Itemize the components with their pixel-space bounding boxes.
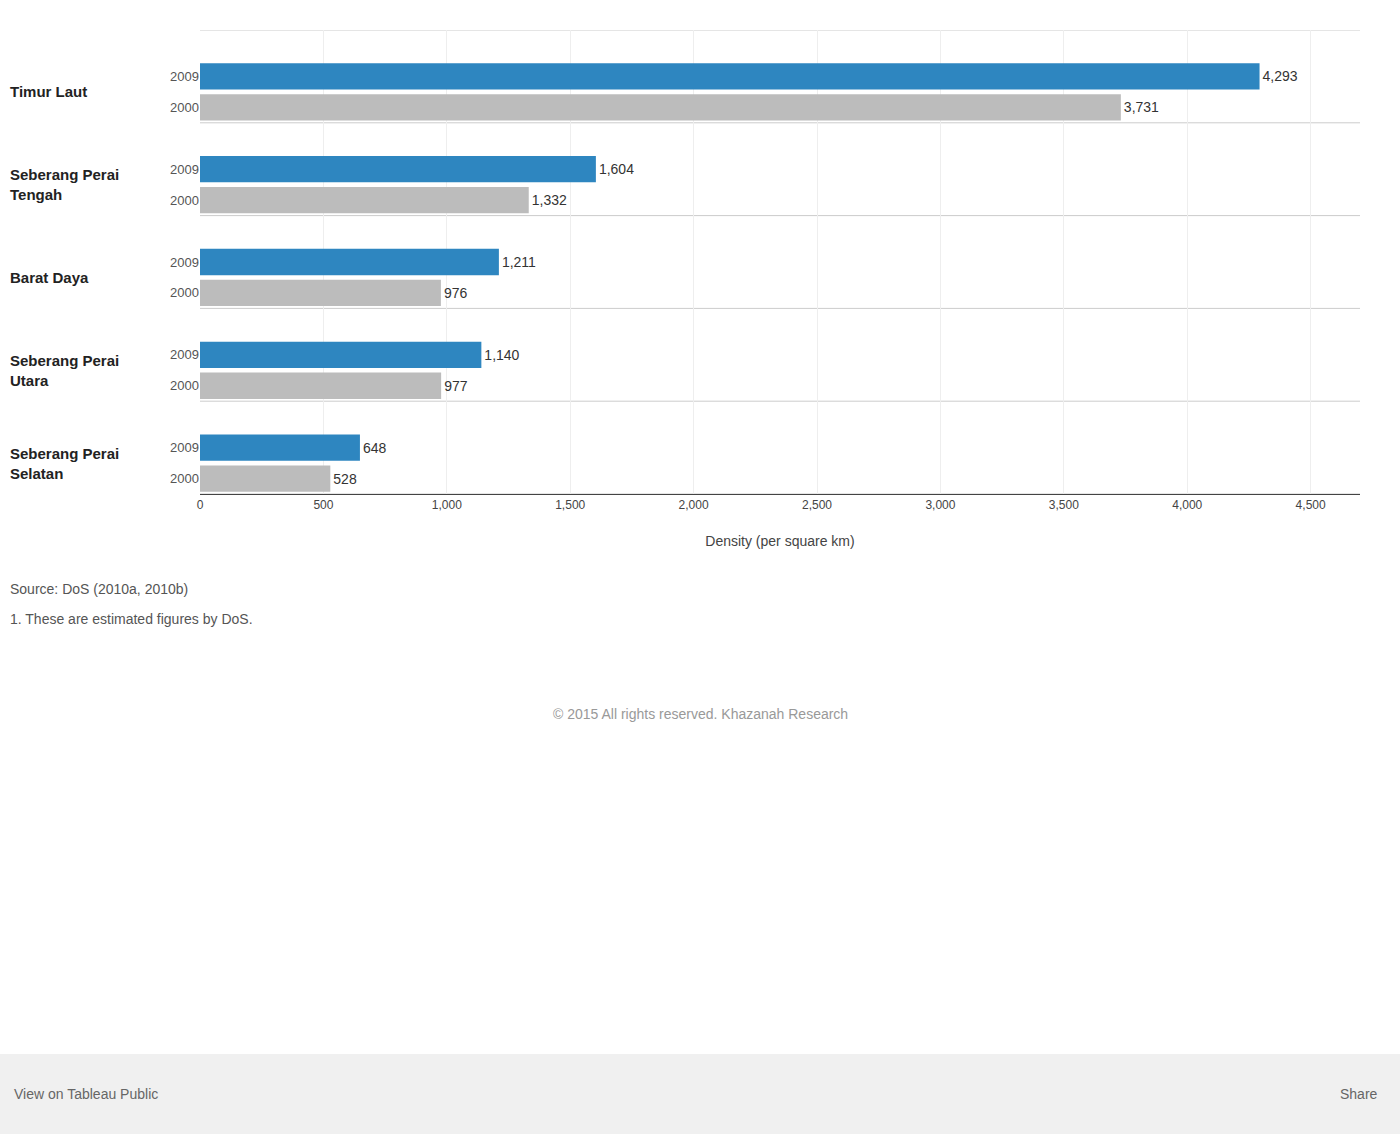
svg-text:1,000: 1,000 <box>432 498 462 512</box>
svg-text:1. These are estimated figures: 1. These are estimated figures by DoS. <box>10 611 253 627</box>
svg-text:4,500: 4,500 <box>1296 498 1326 512</box>
svg-text:Seberang PeraiUtara: Seberang PeraiUtara <box>10 352 119 389</box>
svg-text:Density (per square km): Density (per square km) <box>705 533 854 549</box>
svg-text:4,000: 4,000 <box>1172 498 1202 512</box>
svg-text:Barat Daya: Barat Daya <box>10 269 89 286</box>
svg-text:© 2015 All rights reserved. Kh: © 2015 All rights reserved. Khazanah Res… <box>553 706 848 722</box>
svg-text:Seberang PeraiTengah: Seberang PeraiTengah <box>10 166 119 203</box>
svg-text:3,000: 3,000 <box>925 498 955 512</box>
svg-text:2009: 2009 <box>170 255 199 270</box>
svg-text:2009: 2009 <box>170 69 199 84</box>
svg-text:2009: 2009 <box>170 162 199 177</box>
svg-text:Share: Share <box>1340 1086 1378 1102</box>
svg-text:1,332: 1,332 <box>532 192 567 208</box>
svg-text:0: 0 <box>197 498 204 512</box>
svg-text:1,140: 1,140 <box>484 347 519 363</box>
svg-text:500: 500 <box>313 498 333 512</box>
svg-text:3,731: 3,731 <box>1124 99 1159 115</box>
svg-text:2000: 2000 <box>170 193 199 208</box>
svg-text:1,604: 1,604 <box>599 161 634 177</box>
svg-text:4,293: 4,293 <box>1263 68 1298 84</box>
svg-text:3,500: 3,500 <box>1049 498 1079 512</box>
svg-text:Source: DoS (2010a, 2010b): Source: DoS (2010a, 2010b) <box>10 581 188 597</box>
svg-text:2000: 2000 <box>170 100 199 115</box>
svg-text:Seberang PeraiSelatan: Seberang PeraiSelatan <box>10 445 119 482</box>
svg-text:2000: 2000 <box>170 285 199 300</box>
svg-text:2000: 2000 <box>170 378 199 393</box>
svg-text:2009: 2009 <box>170 440 199 455</box>
svg-text:2,000: 2,000 <box>679 498 709 512</box>
svg-text:977: 977 <box>444 378 468 394</box>
svg-text:2000: 2000 <box>170 471 199 486</box>
svg-text:View on Tableau Public: View on Tableau Public <box>14 1086 158 1102</box>
svg-text:1,211: 1,211 <box>502 254 536 270</box>
svg-text:976: 976 <box>444 285 468 301</box>
svg-text:528: 528 <box>333 471 357 487</box>
svg-text:Timur Laut: Timur Laut <box>10 83 87 100</box>
svg-text:2,500: 2,500 <box>802 498 832 512</box>
svg-text:648: 648 <box>363 440 387 456</box>
svg-text:2009: 2009 <box>170 347 199 362</box>
svg-text:1,500: 1,500 <box>555 498 585 512</box>
